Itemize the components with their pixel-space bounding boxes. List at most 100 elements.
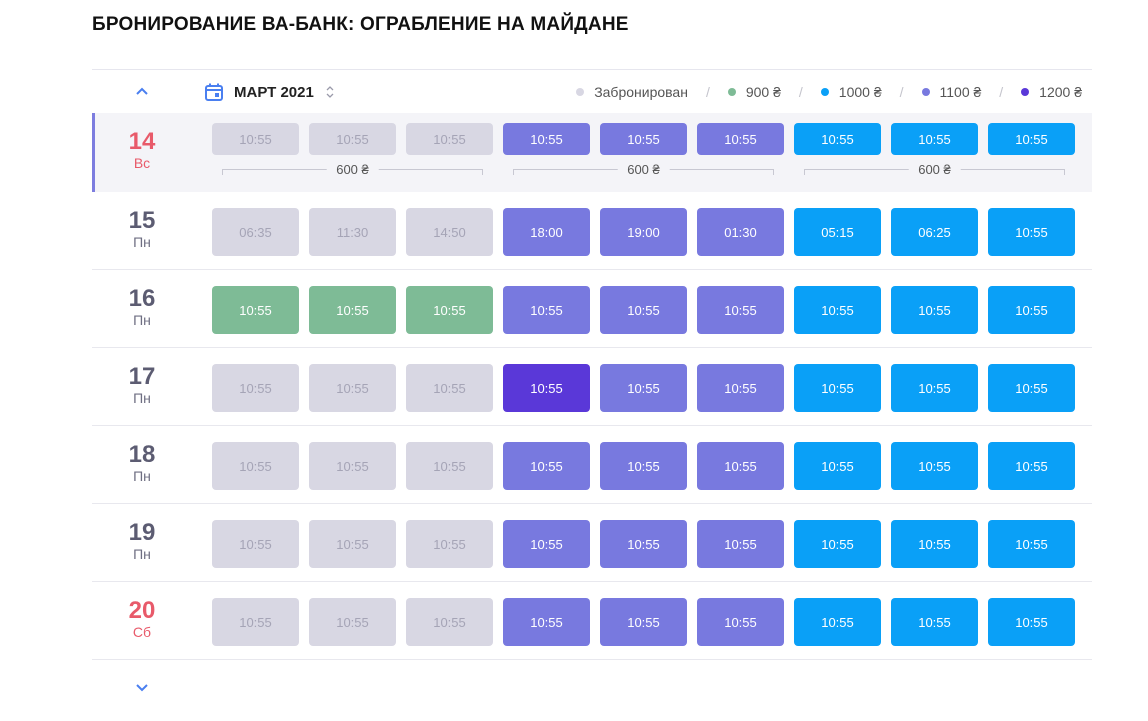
day-label: 15 Пн	[112, 207, 172, 251]
time-slot-button[interactable]: 10:55	[794, 520, 881, 568]
day-label: 19 Пн	[112, 519, 172, 563]
time-slot-button[interactable]: 10:55	[794, 123, 881, 155]
time-slot-button[interactable]: 10:55	[988, 286, 1075, 334]
legend-label: 1000 ₴	[838, 84, 882, 100]
time-slot-button[interactable]: 10:55	[697, 598, 784, 646]
price-group: 600 ₴	[513, 162, 774, 183]
day-label: 20 Сб	[112, 597, 172, 641]
booked-time-slot: 10:55	[406, 442, 493, 490]
day-of-week: Вс	[133, 155, 151, 171]
booked-time-slot: 10:55	[309, 598, 396, 646]
time-slot-button[interactable]: 10:55	[891, 442, 978, 490]
time-slot-button[interactable]: 10:55	[988, 364, 1075, 412]
time-slot-button[interactable]: 10:55	[697, 442, 784, 490]
time-slot-button[interactable]: 10:55	[503, 364, 590, 412]
day-row: 14 Вс 10:55 10:55 10:55 10:55 10:55 10:55 10:55 1…	[92, 113, 1092, 192]
booked-time-slot: 10:55	[309, 442, 396, 490]
schedule-grid: 14 Вс 10:55 10:55 10:55 10:55 10:55 10:55 10:55 1…	[92, 113, 1092, 660]
time-slot-button[interactable]: 10:55	[794, 442, 881, 490]
prev-week-button[interactable]	[132, 81, 152, 101]
legend-item: 1200 ₴	[1021, 84, 1082, 100]
booked-time-slot: 14:50	[406, 208, 493, 256]
time-slot-button[interactable]: 10:55	[600, 520, 687, 568]
time-slot-button[interactable]: 10:55	[891, 286, 978, 334]
time-slot-button[interactable]: 10:55	[697, 364, 784, 412]
legend-label: 900 ₴	[745, 84, 781, 100]
time-slot-button[interactable]: 19:00	[600, 208, 687, 256]
day-of-week: Пн	[133, 234, 151, 250]
time-slot-button[interactable]: 10:55	[891, 123, 978, 155]
day-of-week: Пн	[133, 468, 151, 484]
time-slot-button[interactable]: 10:55	[503, 123, 590, 155]
time-slot-button[interactable]: 10:55	[794, 364, 881, 412]
booked-time-slot: 10:55	[309, 364, 396, 412]
time-slot-button[interactable]: 01:30	[697, 208, 784, 256]
time-slot-button[interactable]: 10:55	[503, 442, 590, 490]
calendar-toolbar: МАРТ 2021 Забронирован / 900 ₴ / 1000 ₴ / 1100…	[92, 69, 1092, 114]
legend-dot-icon	[727, 88, 736, 96]
time-slot-button[interactable]: 10:55	[309, 286, 396, 334]
time-slot-button[interactable]: 05:15	[794, 208, 881, 256]
day-of-week: Пн	[133, 390, 151, 406]
time-slot-button[interactable]: 10:55	[988, 520, 1075, 568]
time-slot-button[interactable]: 10:55	[697, 123, 784, 155]
legend-separator: /	[798, 84, 803, 100]
time-slot-button[interactable]: 18:00	[503, 208, 590, 256]
day-number: 15	[128, 207, 156, 234]
day-of-week: Пн	[133, 546, 151, 562]
day-label: 18 Пн	[112, 442, 172, 485]
price-group: 600 ₴	[804, 162, 1065, 183]
time-slot-button[interactable]: 10:55	[503, 598, 590, 646]
day-row: 19 Пн 10:55 10:55 10:55 10:55 10:55 10:55 10:55 1…	[92, 504, 1092, 582]
time-slot-button[interactable]: 06:25	[891, 208, 978, 256]
booked-time-slot: 11:30	[309, 208, 396, 256]
day-label: 17 Пн	[112, 363, 172, 407]
time-slot-button[interactable]: 10:55	[988, 442, 1075, 490]
time-slot-button[interactable]: 10:55	[794, 286, 881, 334]
legend-label: 1200 ₴	[1039, 84, 1082, 100]
time-slot-button[interactable]: 10:55	[600, 598, 687, 646]
next-week-button[interactable]	[132, 678, 152, 698]
booked-time-slot: 10:55	[406, 520, 493, 568]
day-number: 17	[128, 363, 156, 390]
price-label: 600 ₴	[908, 162, 961, 177]
time-slot-button[interactable]: 10:55	[406, 286, 493, 334]
day-number: 19	[128, 519, 156, 546]
time-slot-button[interactable]: 10:55	[600, 364, 687, 412]
price-legend: Забронирован / 900 ₴ / 1000 ₴ / 1100 ₴ / 1200 ₴	[576, 82, 1082, 102]
day-number: 16	[128, 285, 156, 312]
time-slot-button[interactable]: 10:55	[503, 520, 590, 568]
day-row: 16 Пн 10:55 10:55 10:55 10:55 10:55 10:55 10:55 1…	[92, 270, 1092, 348]
time-slot-button[interactable]: 10:55	[600, 286, 687, 334]
booked-time-slot: 10:55	[212, 364, 299, 412]
time-slot-button[interactable]: 10:55	[891, 520, 978, 568]
legend-separator: /	[999, 84, 1004, 100]
chevron-down-icon	[136, 684, 148, 692]
time-slot-button[interactable]: 10:55	[988, 123, 1075, 155]
time-slot-button[interactable]: 10:55	[212, 286, 299, 334]
time-slot-button[interactable]: 10:55	[891, 364, 978, 412]
time-slot-button[interactable]: 10:55	[794, 598, 881, 646]
booked-time-slot: 10:55	[406, 364, 493, 412]
day-of-week: Пн	[133, 312, 151, 328]
time-slot-button[interactable]: 10:55	[891, 598, 978, 646]
month-select[interactable]: МАРТ 2021	[204, 80, 334, 104]
legend-label: Забронирован	[594, 84, 688, 100]
time-slot-button[interactable]: 10:55	[988, 598, 1075, 646]
time-slot-button[interactable]: 10:55	[600, 123, 687, 155]
month-label: МАРТ 2021	[234, 83, 314, 101]
booked-time-slot: 10:55	[309, 520, 396, 568]
time-slot-button[interactable]: 10:55	[697, 520, 784, 568]
day-of-week: Сб	[132, 624, 152, 640]
day-label: 16 Пн	[112, 285, 172, 329]
time-slot-button[interactable]: 10:55	[503, 286, 590, 334]
legend-dot-icon	[1021, 88, 1030, 96]
day-row: 18 Пн 10:55 10:55 10:55 10:55 10:55 10:55 10:55 1…	[92, 426, 1092, 504]
time-slot-button[interactable]: 10:55	[988, 208, 1075, 256]
time-slot-button[interactable]: 10:55	[600, 442, 687, 490]
booked-time-slot: 10:55	[212, 123, 299, 155]
time-slot-button[interactable]: 10:55	[697, 286, 784, 334]
day-number: 20	[128, 597, 156, 624]
sort-icon	[326, 84, 334, 100]
day-number: 14	[128, 128, 156, 155]
